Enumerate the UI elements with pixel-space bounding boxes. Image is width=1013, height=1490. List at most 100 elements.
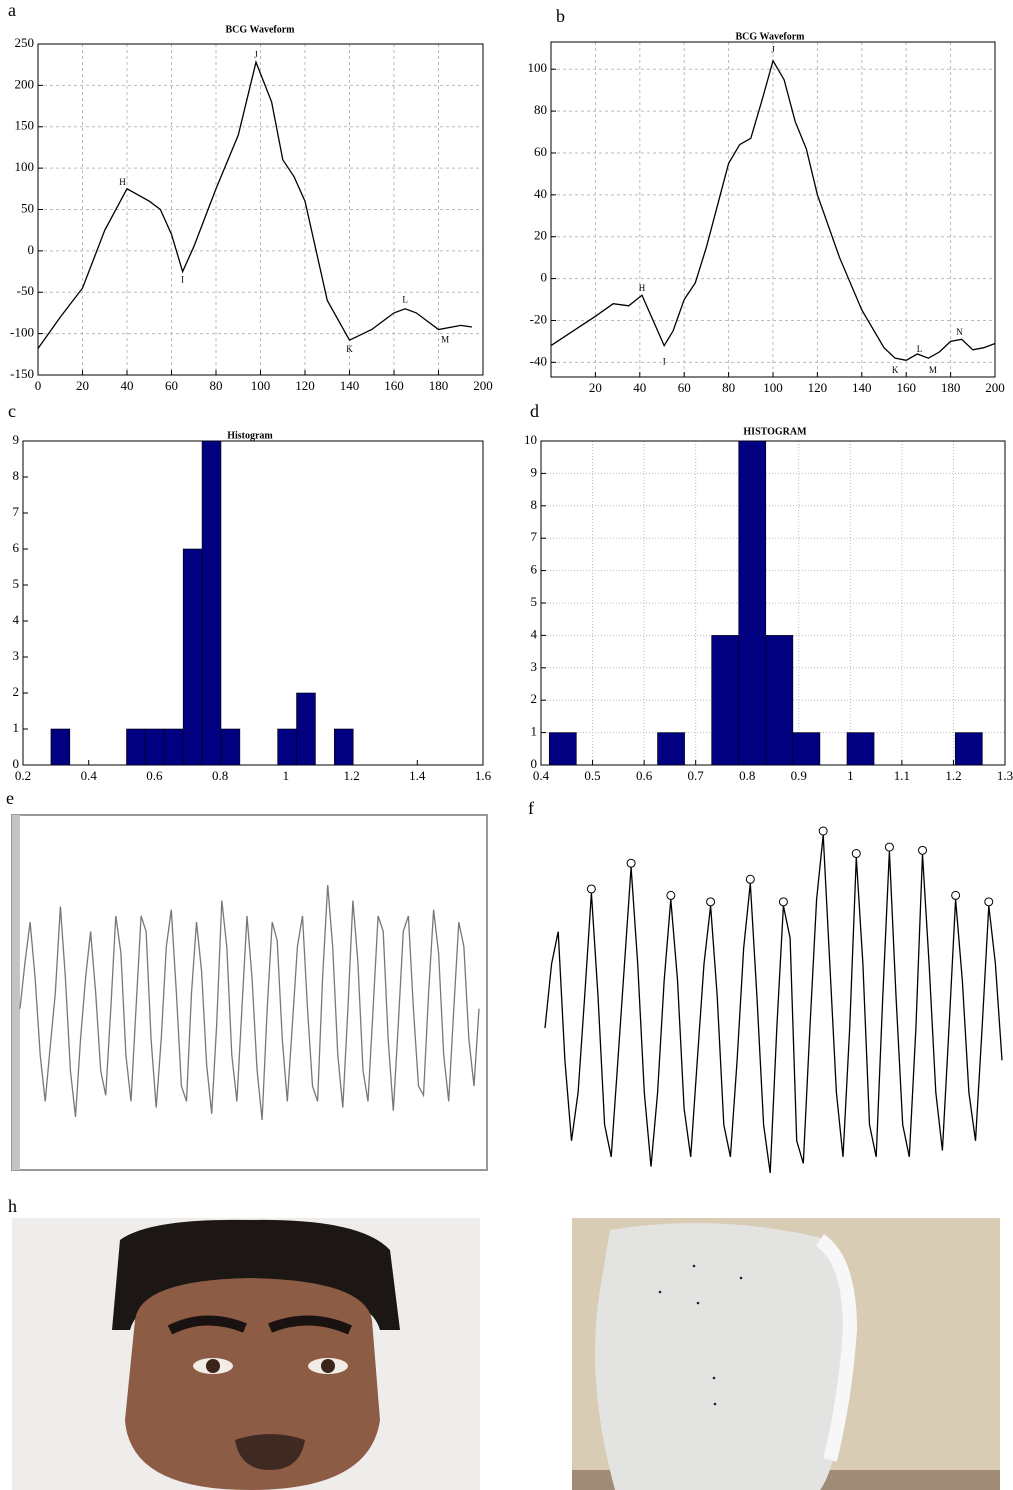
peak-marker xyxy=(885,843,893,851)
x-tick-label: 40 xyxy=(121,378,134,393)
peak-marker xyxy=(707,898,715,906)
y-tick-label: 7 xyxy=(531,529,538,544)
x-tick-label: 60 xyxy=(678,380,691,395)
y-tick-label: 8 xyxy=(13,468,20,483)
bar xyxy=(739,441,766,765)
bar xyxy=(658,733,685,765)
y-tick-label: 0 xyxy=(531,756,538,771)
y-tick-label: 250 xyxy=(15,35,35,50)
bar xyxy=(278,729,297,765)
bar xyxy=(847,733,874,765)
panel-label: b xyxy=(556,6,565,26)
y-tick-label: 2 xyxy=(13,684,20,699)
y-tick-label: 6 xyxy=(13,540,20,555)
annotation: H xyxy=(119,177,126,187)
x-tick-label: 60 xyxy=(165,378,178,393)
annotation: J xyxy=(771,44,775,54)
y-tick-label: 3 xyxy=(531,659,538,674)
y-tick-label: -20 xyxy=(530,311,547,326)
y-tick-label: -150 xyxy=(10,366,34,381)
annotation: H xyxy=(639,283,646,293)
panel-label: c xyxy=(8,401,16,421)
y-tick-label: 4 xyxy=(531,626,538,641)
x-tick-label: 40 xyxy=(633,380,646,395)
bar xyxy=(334,729,353,765)
peak-marker xyxy=(779,898,787,906)
peak-marker xyxy=(667,891,675,899)
y-tick-label: 0 xyxy=(13,756,20,771)
y-tick-label: 150 xyxy=(15,118,35,133)
y-tick-label: 5 xyxy=(531,594,538,609)
peak-marker xyxy=(819,827,827,835)
plot-frame xyxy=(12,815,487,1170)
x-tick-label: 1.2 xyxy=(945,768,961,783)
back-photo xyxy=(572,1218,1000,1490)
x-tick-label: 1 xyxy=(283,768,290,783)
peak-marker xyxy=(746,875,754,883)
y-tick-label: -50 xyxy=(17,283,34,298)
y-tick-label: 0 xyxy=(541,270,548,285)
x-tick-label: 0.6 xyxy=(636,768,653,783)
page: {"chart_data": [ {"type": "line", "panel… xyxy=(0,0,1013,1490)
y-tick-label: 9 xyxy=(531,464,538,479)
data-line xyxy=(20,885,479,1120)
y-tick-label: -40 xyxy=(530,353,547,368)
x-tick-label: 120 xyxy=(295,378,315,393)
annotation: M xyxy=(929,365,937,375)
x-tick-label: 100 xyxy=(251,378,271,393)
x-tick-label: 1.6 xyxy=(475,768,492,783)
x-tick-label: 0.4 xyxy=(81,768,98,783)
panel-label: h xyxy=(8,1196,17,1216)
y-tick-label: 50 xyxy=(21,200,34,215)
y-tick-label: 1 xyxy=(13,720,20,735)
bar xyxy=(183,549,202,765)
panel-label: d xyxy=(530,401,539,421)
bar xyxy=(145,729,164,765)
y-tick-label: 20 xyxy=(534,228,547,243)
peak-marker xyxy=(852,850,860,858)
x-tick-label: 1.1 xyxy=(894,768,910,783)
frame-band xyxy=(12,815,20,1170)
x-tick-label: 0.9 xyxy=(791,768,807,783)
annotation: I xyxy=(663,356,666,366)
annotation: J xyxy=(254,50,258,60)
y-tick-label: 9 xyxy=(13,432,20,447)
y-tick-label: 80 xyxy=(534,102,547,117)
x-tick-label: 1.3 xyxy=(997,768,1013,783)
x-tick-label: 180 xyxy=(429,378,449,393)
x-tick-label: 20 xyxy=(589,380,602,395)
x-tick-label: 200 xyxy=(985,380,1005,395)
y-tick-label: 40 xyxy=(534,186,547,201)
x-tick-label: 1.2 xyxy=(343,768,359,783)
peak-marker xyxy=(587,885,595,893)
bar xyxy=(793,733,820,765)
bar xyxy=(549,733,576,765)
bar xyxy=(712,635,739,765)
x-tick-label: 200 xyxy=(473,378,493,393)
annotation: M xyxy=(441,334,449,344)
plot-frame xyxy=(23,441,483,765)
x-tick-label: 160 xyxy=(896,380,916,395)
y-tick-label: 100 xyxy=(15,159,35,174)
bar xyxy=(221,729,240,765)
chart-title: HISTOGRAM xyxy=(743,426,807,437)
x-tick-label: 0.7 xyxy=(688,768,705,783)
panel-label: e xyxy=(6,788,14,808)
x-tick-label: 120 xyxy=(808,380,828,395)
y-tick-label: 6 xyxy=(531,562,538,577)
y-tick-label: 100 xyxy=(528,60,548,75)
x-tick-label: 80 xyxy=(722,380,735,395)
chart-title: BCG Waveform xyxy=(226,24,296,35)
face-photo xyxy=(12,1218,480,1490)
x-tick-label: 160 xyxy=(384,378,404,393)
y-tick-label: -100 xyxy=(10,325,34,340)
annotation: I xyxy=(181,275,184,285)
bar xyxy=(164,729,183,765)
x-tick-label: 1 xyxy=(847,768,854,783)
annotation: N xyxy=(956,327,963,337)
panel-label: a xyxy=(8,0,16,20)
y-tick-label: 7 xyxy=(13,504,20,519)
peak-marker xyxy=(919,846,927,854)
peak-marker xyxy=(985,898,993,906)
x-tick-label: 140 xyxy=(852,380,872,395)
